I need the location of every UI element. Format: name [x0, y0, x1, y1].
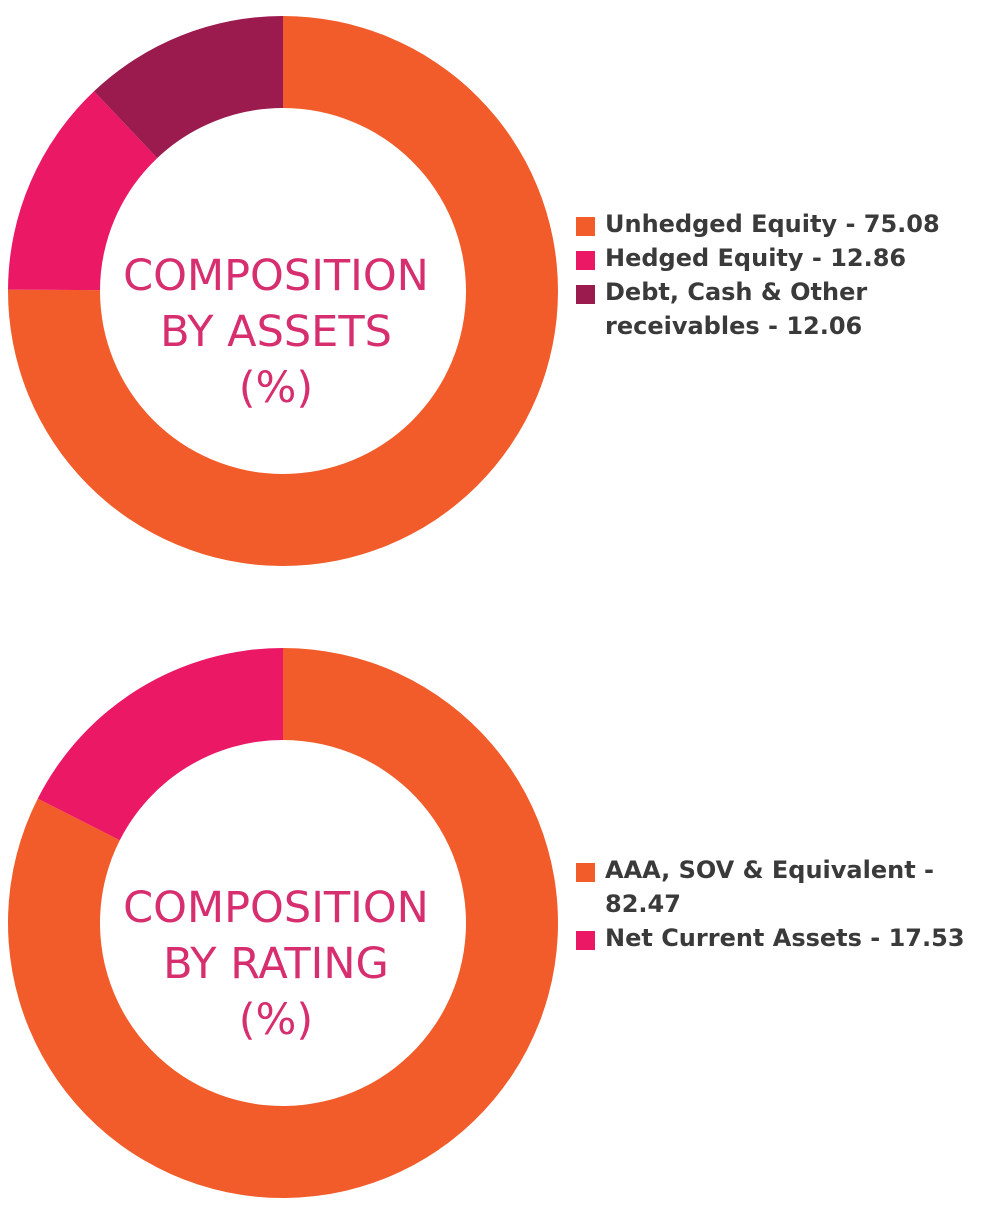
legend-label: Unhedged Equity - 75.08: [605, 210, 940, 238]
donut-slice-aaa-sov-equivalent: [7, 648, 558, 1198]
legend-swatch: [576, 285, 595, 304]
donut-slice-debt-cash-other-receivables: [93, 16, 283, 159]
legend-swatch: [576, 863, 595, 882]
donut-chart-rating: COMPOSITION BY RATING (%): [7, 648, 558, 1198]
legend: Unhedged Equity - 75.08 Hedged Equity - …: [576, 207, 1006, 343]
center-title-line-3: (%): [239, 995, 313, 1045]
legend-item-debt-cash-other: Debt, Cash & Other receivables - 12.06: [576, 275, 1006, 343]
legend-label: Debt, Cash & Other receivables - 12.06: [605, 278, 868, 340]
center-title-line-1: COMPOSITION: [123, 883, 429, 933]
center-title-line-1: COMPOSITION: [123, 251, 429, 301]
donut-slice-net-current-assets: [37, 648, 283, 841]
legend-item-hedged-equity: Hedged Equity - 12.86: [576, 241, 1006, 275]
legend: AAA, SOV & Equivalent - 82.47 Net Curren…: [576, 853, 1006, 955]
legend-item-net-current-assets: Net Current Assets - 17.53: [576, 921, 1006, 955]
legend-label: AAA, SOV & Equivalent - 82.47: [605, 856, 935, 918]
legend-label: Net Current Assets - 17.53: [605, 924, 965, 952]
center-title-line-2: BY RATING: [163, 939, 389, 989]
composition-by-assets-chart: COMPOSITION BY ASSETS (%) Unhedged Equit…: [0, 0, 1007, 600]
legend-item-unhedged-equity: Unhedged Equity - 75.08: [576, 207, 1006, 241]
legend-swatch: [576, 251, 595, 270]
center-title-line-2: BY ASSETS: [160, 307, 392, 357]
donut-slice-hedged-equity: [8, 91, 158, 291]
legend-item-aaa-sov: AAA, SOV & Equivalent - 82.47: [576, 853, 1006, 921]
center-title-line-3: (%): [239, 363, 313, 413]
donut-slice-unhedged-equity: [7, 16, 558, 566]
donut-chart-assets: COMPOSITION BY ASSETS (%): [7, 16, 558, 566]
legend-swatch: [576, 217, 595, 236]
composition-by-rating-chart: COMPOSITION BY RATING (%) AAA, SOV & Equ…: [0, 632, 1007, 1219]
legend-swatch: [576, 931, 595, 950]
donut-slices: [7, 16, 558, 566]
donut-slices: [7, 648, 558, 1198]
legend-label: Hedged Equity - 12.86: [605, 244, 907, 272]
